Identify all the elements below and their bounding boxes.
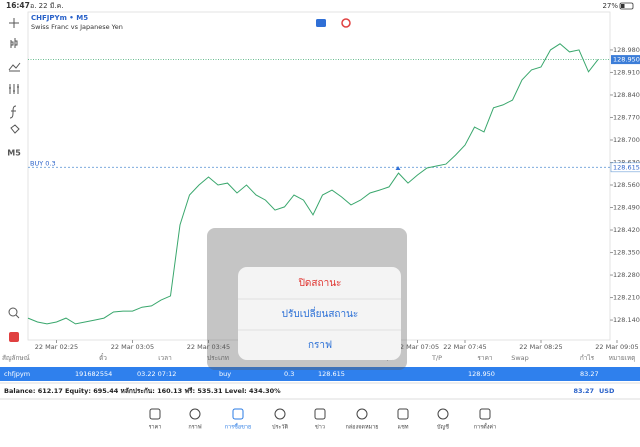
table-header: กำไร bbox=[580, 354, 595, 362]
y-tick-label: 128.910 bbox=[613, 68, 640, 76]
table-header: เวลา bbox=[158, 354, 172, 362]
tab-icon[interactable] bbox=[314, 408, 326, 420]
tab-icon[interactable] bbox=[437, 408, 449, 420]
table-cell: 128.950 bbox=[468, 370, 495, 378]
y-tick-label: 128.490 bbox=[613, 204, 640, 212]
battery-icon bbox=[619, 2, 634, 10]
table-cell: 191682554 bbox=[75, 370, 112, 378]
tab-label[interactable]: แชท bbox=[398, 424, 409, 431]
popup bbox=[238, 267, 401, 360]
y-tick-label: 128.630 bbox=[613, 158, 640, 166]
table-header: สัญลักษณ์ bbox=[2, 354, 30, 362]
x-tick-label: 22 Mar 03:45 bbox=[187, 343, 230, 351]
chart-subtitle: Swiss Franc vs Japanese Yen bbox=[31, 23, 123, 31]
current-price: 128.950 bbox=[613, 56, 640, 64]
tab-icon[interactable] bbox=[274, 408, 286, 420]
summary-currency: USD bbox=[599, 387, 615, 395]
tab-icon[interactable] bbox=[397, 408, 409, 420]
tab-label[interactable]: การซื้อขาย bbox=[225, 423, 251, 431]
crosshair-tool[interactable] bbox=[9, 18, 19, 28]
popup-item[interactable]: ปิดสถานะ bbox=[298, 278, 341, 289]
tab-label[interactable]: บัญชี bbox=[437, 424, 449, 431]
y-tick-label: 128.560 bbox=[613, 181, 640, 189]
status-time: 16:47 bbox=[6, 1, 30, 10]
popup-item[interactable]: ปรับเปลี่ยนสถานะ bbox=[282, 306, 359, 320]
current-price-box bbox=[611, 55, 640, 65]
position-price-box bbox=[610, 162, 640, 173]
x-tick-label: 22 Mar 07:45 bbox=[443, 343, 486, 351]
timeframe[interactable]: M5 bbox=[7, 149, 21, 158]
tab-label[interactable]: ข่าว bbox=[315, 425, 325, 431]
sidebar bbox=[8, 18, 21, 319]
y-tick-label: 128.980 bbox=[613, 46, 640, 54]
position-label: BUY 0.3 bbox=[30, 159, 56, 167]
settings-tool[interactable] bbox=[9, 84, 19, 94]
price-line bbox=[27, 43, 599, 325]
table-cell: 83.27 bbox=[580, 370, 599, 378]
x-tick-label: 22 Mar 03:05 bbox=[111, 343, 154, 351]
status-battery: 27% bbox=[602, 2, 618, 10]
y-tick-label: 128.280 bbox=[613, 271, 640, 279]
function-tool[interactable] bbox=[9, 105, 17, 119]
x-tick-label: 22 Mar 07:05 bbox=[396, 343, 439, 351]
table-header: ราคา bbox=[477, 354, 492, 362]
tab-icon[interactable] bbox=[232, 408, 244, 420]
summary: Balance: 612.17 Equity: 695.44 หลักประกั… bbox=[4, 387, 281, 395]
table-header: T/P bbox=[431, 354, 442, 362]
table-row-bg[interactable] bbox=[0, 367, 640, 381]
summary-profit: 83.27 bbox=[573, 387, 594, 395]
table-header: ประเภท bbox=[207, 354, 229, 362]
indicator-tool[interactable] bbox=[8, 62, 21, 72]
table-header: หมายเหตุ bbox=[609, 354, 636, 362]
x-tick-label: 22 Mar 02:25 bbox=[35, 343, 78, 351]
table-cell: buy bbox=[219, 370, 231, 378]
tab-label[interactable]: การตั้งค่า bbox=[474, 423, 496, 431]
tab-label[interactable]: ราคา bbox=[149, 425, 162, 431]
popup-item[interactable]: กราฟ bbox=[308, 340, 332, 351]
tab-icon[interactable] bbox=[189, 408, 201, 420]
y-tick-label: 128.350 bbox=[613, 249, 640, 257]
y-tick-label: 128.420 bbox=[613, 226, 640, 234]
y-tick-label: 128.770 bbox=[613, 113, 640, 121]
table-cell: chfjpym bbox=[4, 370, 30, 378]
table-cell: 03.22 07:12 bbox=[137, 370, 176, 378]
y-tick-label: 128.140 bbox=[613, 316, 640, 324]
tab-label[interactable]: กล่องจดหมาย bbox=[345, 425, 378, 431]
tab-label[interactable]: ประวัติ bbox=[272, 424, 288, 431]
y-tick-label: 128.700 bbox=[613, 136, 640, 144]
table-header: ตั๋ว bbox=[99, 353, 107, 362]
x-tick-label: 22 Mar 08:25 bbox=[519, 343, 562, 351]
candles-tool[interactable] bbox=[10, 38, 18, 48]
chart-title: CHFJPYm • M5 bbox=[31, 14, 88, 22]
status-date: อ. 22 มี.ค. bbox=[30, 2, 64, 10]
y-tick-label: 128.210 bbox=[613, 294, 640, 302]
oneclick-icon[interactable] bbox=[341, 18, 351, 28]
tab-label[interactable]: กราฟ bbox=[188, 424, 201, 431]
trade-marker bbox=[395, 166, 401, 170]
table-header: Swap bbox=[511, 354, 529, 362]
y-tick-label: 128.840 bbox=[613, 91, 640, 99]
zoom-tool[interactable] bbox=[15, 314, 20, 319]
x-tick-label: 22 Mar 09:05 bbox=[595, 343, 638, 351]
battery-level bbox=[621, 4, 625, 8]
tab-icon[interactable] bbox=[479, 408, 491, 420]
tab-icon[interactable] bbox=[356, 408, 368, 420]
tab-icon[interactable] bbox=[149, 408, 161, 420]
position-price: 128.615 bbox=[613, 163, 640, 171]
objects-tool[interactable] bbox=[10, 124, 20, 134]
sell-icon[interactable] bbox=[316, 19, 326, 27]
trade-button[interactable] bbox=[9, 332, 19, 342]
table-cell: 0.3 bbox=[284, 370, 294, 378]
table-cell: 128.615 bbox=[318, 370, 345, 378]
